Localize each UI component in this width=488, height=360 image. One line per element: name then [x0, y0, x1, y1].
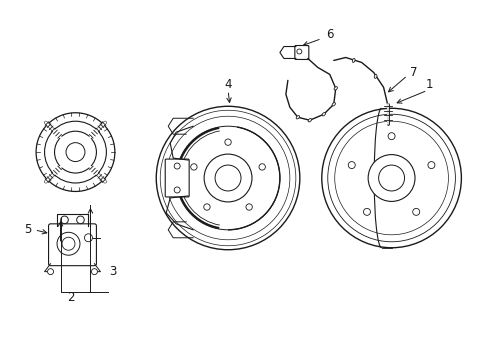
Circle shape	[91, 269, 97, 275]
Circle shape	[61, 216, 68, 224]
Circle shape	[245, 204, 252, 210]
Circle shape	[156, 106, 299, 250]
Ellipse shape	[352, 59, 354, 62]
Circle shape	[176, 126, 279, 230]
Circle shape	[44, 121, 106, 183]
Circle shape	[367, 154, 414, 201]
Circle shape	[62, 237, 75, 250]
Circle shape	[174, 187, 180, 193]
Ellipse shape	[322, 113, 325, 116]
Circle shape	[296, 49, 301, 54]
Text: 2: 2	[66, 291, 74, 304]
Circle shape	[259, 164, 265, 170]
Circle shape	[47, 269, 53, 275]
Text: 5: 5	[24, 223, 31, 236]
Text: 6: 6	[325, 28, 333, 41]
Circle shape	[203, 204, 210, 210]
Ellipse shape	[373, 75, 376, 78]
Circle shape	[363, 208, 370, 215]
Circle shape	[190, 164, 197, 170]
Ellipse shape	[296, 116, 299, 119]
Circle shape	[347, 162, 354, 168]
Circle shape	[66, 143, 85, 162]
Ellipse shape	[331, 103, 335, 106]
Ellipse shape	[333, 87, 337, 90]
Circle shape	[174, 163, 180, 169]
Text: 7: 7	[409, 66, 416, 79]
Circle shape	[84, 234, 92, 242]
Circle shape	[412, 208, 419, 215]
Circle shape	[77, 216, 84, 224]
Circle shape	[387, 133, 394, 140]
Circle shape	[321, 108, 461, 248]
Circle shape	[57, 232, 80, 255]
Text: 3: 3	[108, 265, 116, 278]
FancyBboxPatch shape	[48, 224, 96, 266]
Text: 1: 1	[425, 78, 432, 91]
Circle shape	[203, 154, 251, 202]
FancyBboxPatch shape	[294, 45, 308, 59]
Circle shape	[55, 131, 96, 173]
Ellipse shape	[307, 118, 311, 122]
Circle shape	[378, 165, 404, 191]
Circle shape	[224, 139, 231, 145]
Text: 4: 4	[224, 78, 231, 91]
Circle shape	[427, 162, 434, 168]
FancyBboxPatch shape	[165, 159, 189, 197]
Circle shape	[215, 165, 241, 191]
